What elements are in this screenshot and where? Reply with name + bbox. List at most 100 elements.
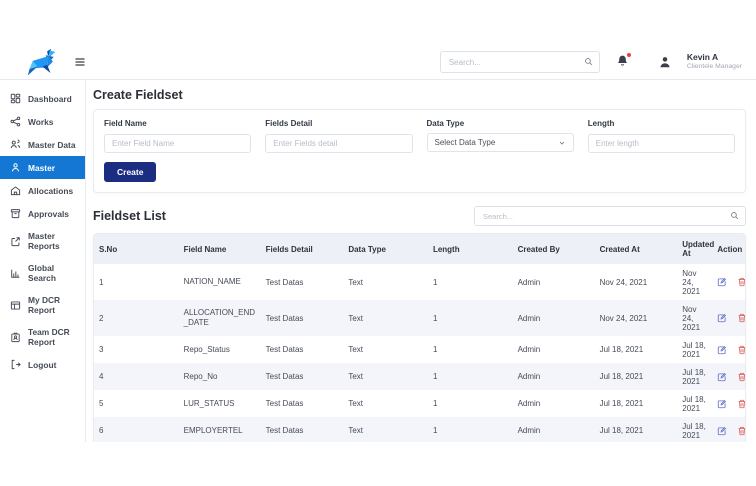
edit-icon [717, 426, 727, 436]
delete-button[interactable] [737, 399, 746, 409]
cell-created-at: Jul 18, 2021 [599, 426, 644, 435]
sidebar-item-works[interactable]: Works [0, 110, 85, 133]
avatar[interactable] [658, 55, 673, 70]
table-row: 6 EMPLOYERTEL Test Datas Text 1 Admin Ju… [94, 417, 745, 442]
create-fieldset-card: Field Name Fields Detail Data Type Selec… [93, 109, 746, 193]
sidebar-item-logout[interactable]: Logout [0, 353, 85, 376]
edit-icon [717, 399, 727, 409]
trash-icon [737, 313, 746, 323]
cell-data-type: Text [348, 345, 363, 354]
dashboard-icon [10, 93, 21, 104]
column-header: S.No [94, 234, 179, 264]
sidebar-item-allocations[interactable]: Allocations [0, 179, 85, 202]
cell-length: 1 [432, 399, 438, 408]
sidebar-item-my-dcr-report[interactable]: My DCR Report [0, 289, 85, 321]
trash-icon [737, 277, 746, 287]
delete-button[interactable] [737, 313, 746, 323]
trash-icon [737, 345, 746, 355]
cell-field-name: ALLOCATION_END_DATE [183, 308, 256, 327]
main-content: Create Fieldset Field Name Fields Detail… [86, 80, 756, 442]
fields-detail-label: Fields Detail [265, 119, 313, 128]
cell-created-by: Admin [517, 399, 541, 408]
cell-data-type: Text [348, 313, 363, 323]
sidebar-item-label: Approvals [28, 208, 69, 219]
cell-updated-at: Jul 18, 2021 [682, 367, 706, 386]
delete-button[interactable] [737, 426, 746, 436]
cell-actions [712, 390, 745, 417]
cell-updated-at: Jul 18, 2021 [682, 394, 706, 413]
field-name-label: Field Name [104, 119, 147, 128]
edit-button[interactable] [717, 345, 727, 355]
cell-actions [712, 264, 745, 300]
delete-button[interactable] [737, 345, 746, 355]
sidebar-item-global-search[interactable]: Global Search [0, 257, 85, 289]
menu-toggle-icon[interactable] [74, 55, 88, 69]
fieldset-table: S.No Field Name Fields Detail Data Type Leng… [94, 234, 745, 442]
cell-updated-at: Jul 18, 2021 [682, 421, 706, 440]
cell-created-by: Admin [517, 426, 541, 435]
cell-created-at: Nov 24, 2021 [599, 313, 648, 323]
create-fieldset-title: Create Fieldset [93, 88, 183, 102]
field-name-input[interactable] [104, 134, 252, 153]
column-header: Action [712, 234, 745, 264]
table-row: 1 NATION_NAME Test Datas Text 1 Admin No… [94, 264, 745, 300]
table-row: 4 Repo_No Test Datas Text 1 Admin Jul 18… [94, 363, 745, 390]
create-button[interactable]: Create [104, 162, 157, 182]
cell-actions [712, 336, 745, 363]
column-header: Created By [512, 234, 595, 264]
length-input[interactable] [587, 134, 735, 153]
edit-button[interactable] [717, 426, 727, 436]
user-menu[interactable]: Kevin A Clientele Manager [687, 52, 742, 71]
delete-button[interactable] [737, 277, 746, 287]
sidebar-item-master-reports[interactable]: Master Reports [0, 225, 85, 257]
notifications-button[interactable] [616, 52, 632, 70]
sidebar-item-master-data[interactable]: Master Data [0, 133, 85, 156]
edit-button[interactable] [717, 399, 727, 409]
delete-button[interactable] [737, 372, 746, 382]
global-search-input[interactable] [439, 51, 600, 73]
cell-created-at: Jul 18, 2021 [599, 399, 644, 408]
table-row: 3 Repo_Status Test Datas Text 1 Admin Ju… [94, 336, 745, 363]
column-header: Updated At [677, 234, 714, 264]
edit-button[interactable] [717, 313, 727, 323]
cell-sno: 1 [99, 277, 104, 287]
cell-sno: 5 [99, 399, 104, 408]
cell-created-at: Nov 24, 2021 [599, 277, 648, 287]
sidebar-item-label: Master Reports [28, 231, 60, 251]
cell-sno: 2 [99, 313, 104, 323]
data-type-group: Data Type Select Data Type [426, 119, 574, 153]
fields-detail-group: Fields Detail [265, 119, 413, 153]
logout-icon [10, 359, 21, 370]
table-row: 5 LUR_STATUS Test Datas Text 1 Admin Jul… [94, 390, 745, 417]
user-name: Kevin A [686, 52, 719, 63]
cell-sno: 6 [99, 426, 104, 435]
column-header: Data Type [343, 234, 428, 264]
trash-icon [737, 372, 746, 382]
sidebar-item-approvals[interactable]: Approvals [0, 202, 85, 225]
sidebar-item-master[interactable]: Master [0, 156, 85, 179]
cell-created-by: Admin [517, 313, 541, 323]
edit-button[interactable] [717, 372, 727, 382]
cell-updated-at: Nov 24, 2021 [682, 304, 701, 332]
cell-data-type: Text [348, 426, 363, 435]
length-label: Length [587, 119, 615, 128]
sidebar-item-label: Team DCR Report [28, 327, 70, 347]
sidebar-item-team-dcr-report[interactable]: Team DCR Report [0, 321, 85, 353]
fields-detail-input[interactable] [265, 134, 413, 153]
cell-sno: 4 [99, 372, 104, 381]
column-header: Created At [594, 234, 678, 264]
list-search-input[interactable] [474, 206, 746, 226]
cell-updated-at: Nov 24, 2021 [682, 268, 701, 296]
edit-icon [717, 345, 727, 355]
sidebar-item-dashboard[interactable]: Dashboard [0, 87, 85, 110]
cell-actions [712, 417, 745, 442]
data-type-select[interactable]: Select Data Type [426, 133, 574, 152]
cell-actions [712, 300, 745, 336]
sidebar-item-label: Works [28, 116, 54, 127]
team-dcr-report-icon [10, 332, 21, 343]
edit-button[interactable] [717, 277, 727, 287]
cell-length: 1 [432, 277, 438, 287]
table-body: 1 NATION_NAME Test Datas Text 1 Admin No… [94, 264, 745, 442]
my-dcr-report-icon [10, 300, 21, 311]
sidebar-item-label: Allocations [28, 185, 74, 196]
